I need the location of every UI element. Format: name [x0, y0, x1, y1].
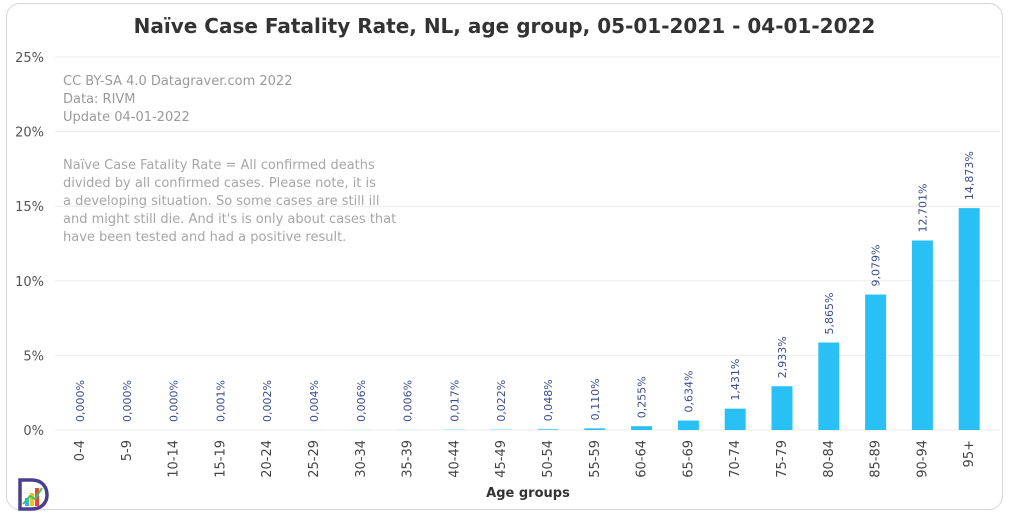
chart-notes: CC BY-SA 4.0 Datagraver.com 2022 Data: R… [63, 73, 292, 127]
data-label: 0,006% [355, 380, 368, 422]
data-label: 0,017% [448, 380, 461, 422]
license-note: CC BY-SA 4.0 Datagraver.com 2022 [63, 74, 293, 89]
data-label: 0,000% [168, 380, 181, 422]
description-line: a developing situation. So some cases ar… [63, 194, 380, 209]
data-label: 0,000% [121, 380, 134, 422]
chart-title: Naïve Case Fatality Rate, NL, age group,… [133, 14, 876, 38]
bar [771, 386, 793, 430]
data-label: 0,255% [636, 376, 649, 418]
description-line: Naïve Case Fatality Rate = All confirmed… [63, 158, 375, 173]
bar [911, 240, 933, 430]
data-label: 0,006% [402, 380, 415, 422]
y-tick-label: 10% [15, 275, 44, 290]
description-line: have been tested and had a positive resu… [63, 230, 347, 245]
bar [958, 208, 980, 430]
y-tick-label: 5% [23, 349, 44, 364]
x-tick-label: 75-79 [775, 440, 790, 478]
data-label: 1,431% [729, 359, 742, 401]
datagraver-logo-icon [18, 478, 49, 511]
description-line: and might still die. And it's is only ab… [63, 212, 397, 227]
data-label: 0,001% [214, 380, 227, 422]
data-label: 0,110% [589, 378, 602, 420]
bar [724, 408, 746, 430]
bar [631, 426, 653, 430]
bar [537, 429, 559, 430]
x-tick-label: 30-34 [354, 440, 369, 478]
data-source-note: Data: RIVM [63, 92, 136, 107]
data-label: 12,701% [916, 184, 929, 233]
bar [865, 294, 887, 430]
x-tick-label: 15-19 [213, 440, 228, 478]
y-tick-label: 25% [15, 51, 44, 66]
x-tick-label: 85-89 [869, 440, 884, 478]
x-tick-label: 65-69 [681, 440, 696, 478]
x-tick-label: 20-24 [260, 440, 275, 478]
x-tick-label: 0-4 [73, 440, 88, 461]
data-label: 5,865% [823, 293, 836, 335]
x-tick-label: 55-59 [588, 440, 603, 478]
x-tick-label: 35-39 [401, 440, 416, 478]
data-label: 0,002% [261, 380, 274, 422]
data-label: 2,933% [776, 336, 789, 378]
x-axis-title: Age groups [486, 486, 570, 501]
data-label: 9,079% [870, 245, 883, 287]
bar [584, 428, 606, 430]
x-tick-label: 70-74 [728, 440, 743, 478]
data-label: 0,634% [682, 371, 695, 413]
x-tick-label: 80-84 [822, 440, 837, 478]
y-tick-label: 20% [15, 126, 44, 141]
data-label: 0,000% [74, 380, 87, 422]
description-line: divided by all confirmed cases. Please n… [63, 176, 376, 191]
x-tick-label: 40-44 [447, 440, 462, 478]
y-tick-label: 0% [23, 424, 44, 439]
data-label: 0,048% [542, 379, 555, 421]
x-tick-label: 60-64 [635, 440, 650, 478]
update-note: Update 04-01-2022 [63, 110, 190, 125]
x-tick-label: 50-54 [541, 440, 556, 478]
x-tick-label: 45-49 [494, 440, 509, 478]
y-tick-label: 15% [15, 200, 44, 215]
description-note: Naïve Case Fatality Rate = All confirmed… [63, 157, 423, 247]
x-tick-label: 10-14 [167, 440, 182, 478]
x-tick-label: 95+ [962, 440, 977, 467]
data-label: 0,004% [308, 380, 321, 422]
data-label: 0,022% [495, 380, 508, 422]
x-tick-label: 25-29 [307, 440, 322, 478]
bar [818, 342, 840, 430]
data-label: 14,873% [963, 151, 976, 200]
x-tick-label: 5-9 [120, 440, 135, 461]
x-tick-label: 90-94 [915, 440, 930, 478]
bar [677, 420, 699, 430]
